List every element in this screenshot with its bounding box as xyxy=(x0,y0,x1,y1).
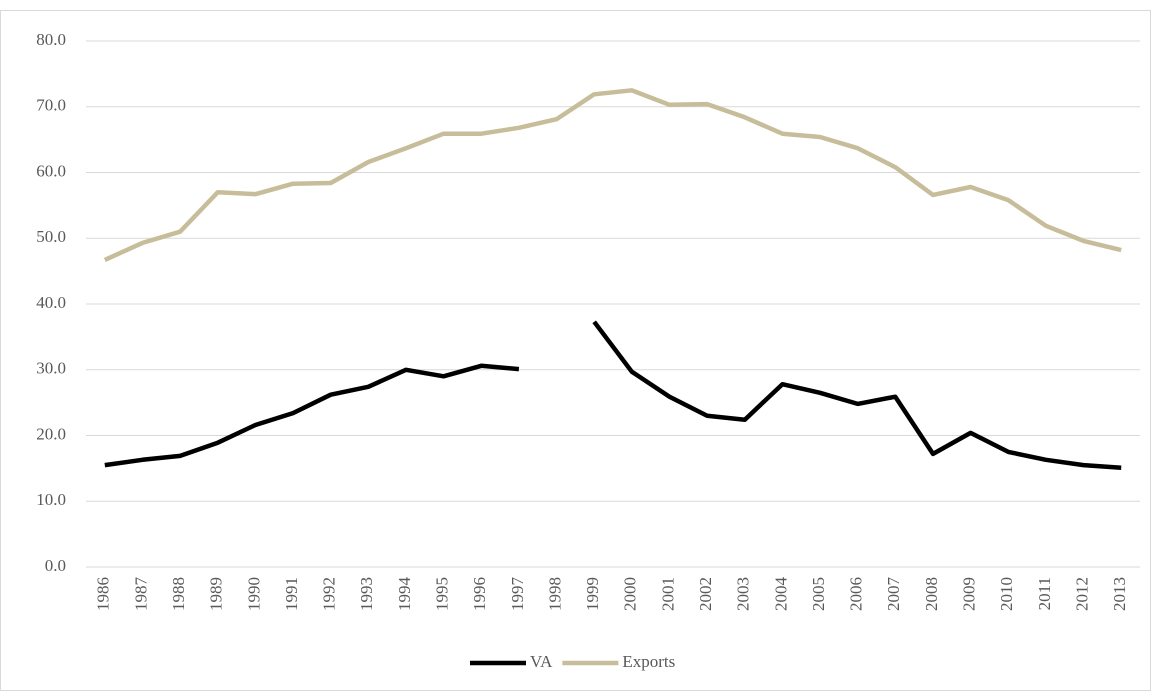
x-tick-label: 2005 xyxy=(809,577,828,611)
x-tick-label: 1991 xyxy=(282,577,301,611)
x-tick-label: 2008 xyxy=(922,577,941,611)
x-tick-label: 2002 xyxy=(696,577,715,611)
x-tick-label: 2012 xyxy=(1072,577,1091,611)
x-tick-label: 1989 xyxy=(207,577,226,611)
series-line xyxy=(103,88,1122,262)
x-tick-label: 2006 xyxy=(847,577,866,611)
x-tick-label: 2001 xyxy=(658,577,677,611)
x-tick-label: 1997 xyxy=(508,577,527,612)
x-tick-label: 1993 xyxy=(357,577,376,611)
x-tick-label: 2011 xyxy=(1035,577,1054,610)
y-tick-label: 80.0 xyxy=(36,30,66,49)
x-tick-label: 1995 xyxy=(433,577,452,611)
x-tick-label: 2013 xyxy=(1110,577,1129,611)
y-tick-label: 20.0 xyxy=(36,424,66,443)
x-tick-label: 1992 xyxy=(320,577,339,611)
x-tick-label: 1990 xyxy=(244,577,263,611)
x-tick-label: 1996 xyxy=(470,577,489,611)
chart-border xyxy=(0,10,1151,691)
x-tick-label: 1988 xyxy=(169,577,188,611)
y-tick-label: 60.0 xyxy=(36,161,66,180)
y-tick-label: 0.0 xyxy=(45,556,66,575)
x-tick-label: 1999 xyxy=(583,577,602,611)
x-tick-label: 2003 xyxy=(734,577,753,611)
x-tick-label: 2007 xyxy=(884,577,903,612)
y-tick-label: 40.0 xyxy=(36,293,66,312)
x-tick-label: 1987 xyxy=(131,577,150,612)
x-tick-label: 2009 xyxy=(960,577,979,611)
x-tick-label: 2000 xyxy=(621,577,640,611)
y-tick-label: 70.0 xyxy=(36,96,66,115)
x-tick-label: 1998 xyxy=(545,577,564,611)
x-tick-label: 1986 xyxy=(94,577,113,611)
x-tick-label: 2004 xyxy=(771,577,790,612)
legend-label: Exports xyxy=(622,652,675,671)
y-tick-label: 30.0 xyxy=(36,359,66,378)
legend-label: VA xyxy=(530,652,553,671)
y-tick-label: 50.0 xyxy=(36,227,66,246)
series-line xyxy=(104,320,1122,470)
x-tick-label: 2010 xyxy=(997,577,1016,611)
y-tick-label: 10.0 xyxy=(36,490,66,509)
x-tick-label: 1994 xyxy=(395,577,414,612)
